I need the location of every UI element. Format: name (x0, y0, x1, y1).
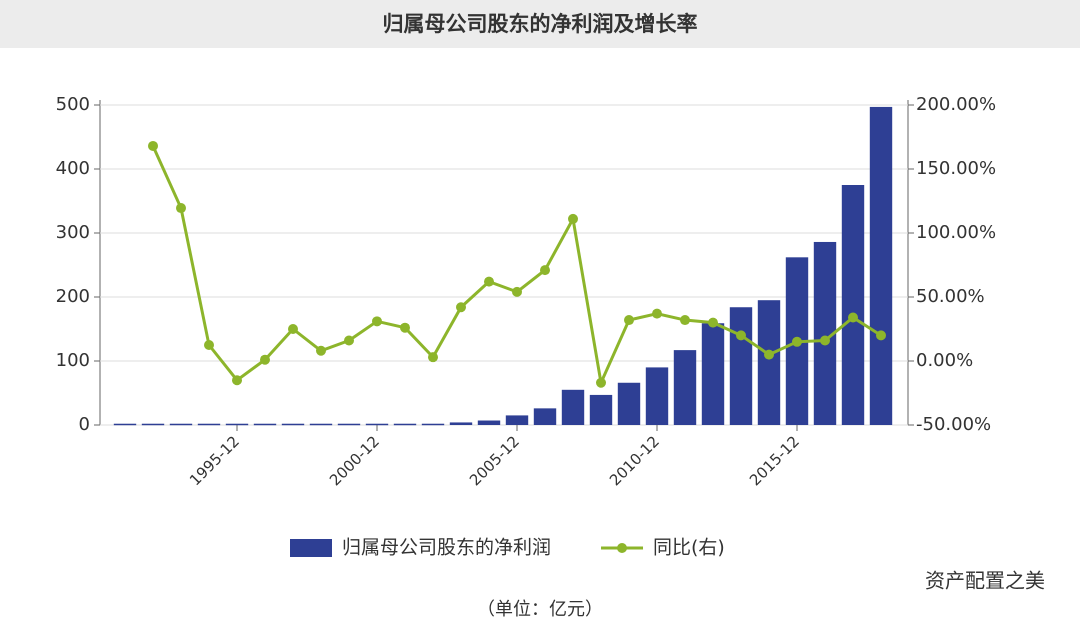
bar (757, 300, 781, 425)
bar (393, 423, 417, 426)
legend-label: 归属母公司股东的净利润 (342, 537, 551, 559)
legend-label: 同比(右) (653, 537, 725, 559)
line-point (344, 335, 354, 346)
bar (421, 423, 445, 426)
y-tick-label: 100 (56, 350, 90, 371)
bar (505, 415, 529, 425)
line-point (484, 276, 494, 287)
line-point (848, 312, 858, 323)
line-point (176, 203, 186, 214)
legend-swatch (617, 543, 628, 553)
y-tick-label: 400 (56, 158, 90, 179)
bar (169, 423, 193, 426)
line-point (652, 308, 662, 319)
bar (729, 307, 753, 425)
bar (701, 323, 725, 425)
line-point (232, 375, 242, 386)
line-point (820, 335, 830, 346)
line-point (428, 352, 438, 363)
line-point (792, 336, 802, 347)
x-tick-label: 2005-12 (466, 432, 523, 489)
y-tick-label: 0 (79, 414, 90, 435)
line-point (204, 340, 214, 350)
bar (869, 106, 893, 426)
bar (225, 423, 249, 426)
bar (113, 423, 137, 426)
title-banner (0, 0, 1080, 48)
y-tick-label: 200 (56, 286, 90, 307)
y2-tick-label: 200.00% (916, 94, 996, 115)
y-tick-label: 500 (56, 94, 90, 115)
watermark: 资产配置之美 (925, 569, 1045, 593)
y2-tick-label: -50.00% (916, 414, 991, 435)
bar (617, 382, 641, 425)
bar (449, 422, 473, 425)
bar (337, 423, 361, 426)
bar (309, 423, 333, 426)
line-point (148, 140, 158, 151)
y-tick-label: 300 (56, 222, 90, 243)
bar (365, 423, 389, 426)
bar (533, 408, 557, 425)
line-point (456, 302, 466, 313)
bar (813, 241, 837, 425)
line-point (288, 324, 298, 334)
bar (477, 420, 501, 425)
line-point (540, 265, 550, 276)
y2-tick-label: 50.00% (916, 286, 985, 307)
line-point (876, 330, 886, 341)
line-point (372, 316, 382, 327)
bar (561, 389, 585, 425)
x-tick-label: 2010-12 (606, 432, 663, 489)
bar (673, 350, 697, 425)
bar (589, 394, 613, 425)
line-point (568, 213, 578, 224)
y2-tick-label: 150.00% (916, 158, 996, 179)
line-point (400, 322, 410, 333)
unit-note: （单位：亿元） (477, 599, 603, 620)
bar (645, 367, 669, 425)
y2-tick-label: 100.00% (916, 222, 996, 243)
x-tick-label: 1995-12 (186, 432, 243, 489)
bar (281, 423, 305, 426)
bar (253, 423, 277, 426)
line-point (512, 286, 522, 297)
line-point (708, 317, 718, 328)
legend-swatch (290, 539, 332, 557)
line-point (680, 315, 690, 326)
chart-title: 归属母公司股东的净利润及增长率 (383, 12, 698, 36)
x-tick-label: 2015-12 (746, 432, 803, 489)
x-tick-label: 2000-12 (326, 432, 383, 489)
line-point (736, 330, 746, 341)
line-point (316, 345, 326, 356)
bar (197, 423, 221, 426)
line-point (624, 315, 634, 326)
bar (841, 185, 865, 425)
line-point (764, 349, 774, 360)
bar (141, 423, 165, 426)
line-point (260, 354, 270, 365)
line-point (596, 377, 606, 388)
y2-tick-label: 0.00% (916, 350, 973, 371)
